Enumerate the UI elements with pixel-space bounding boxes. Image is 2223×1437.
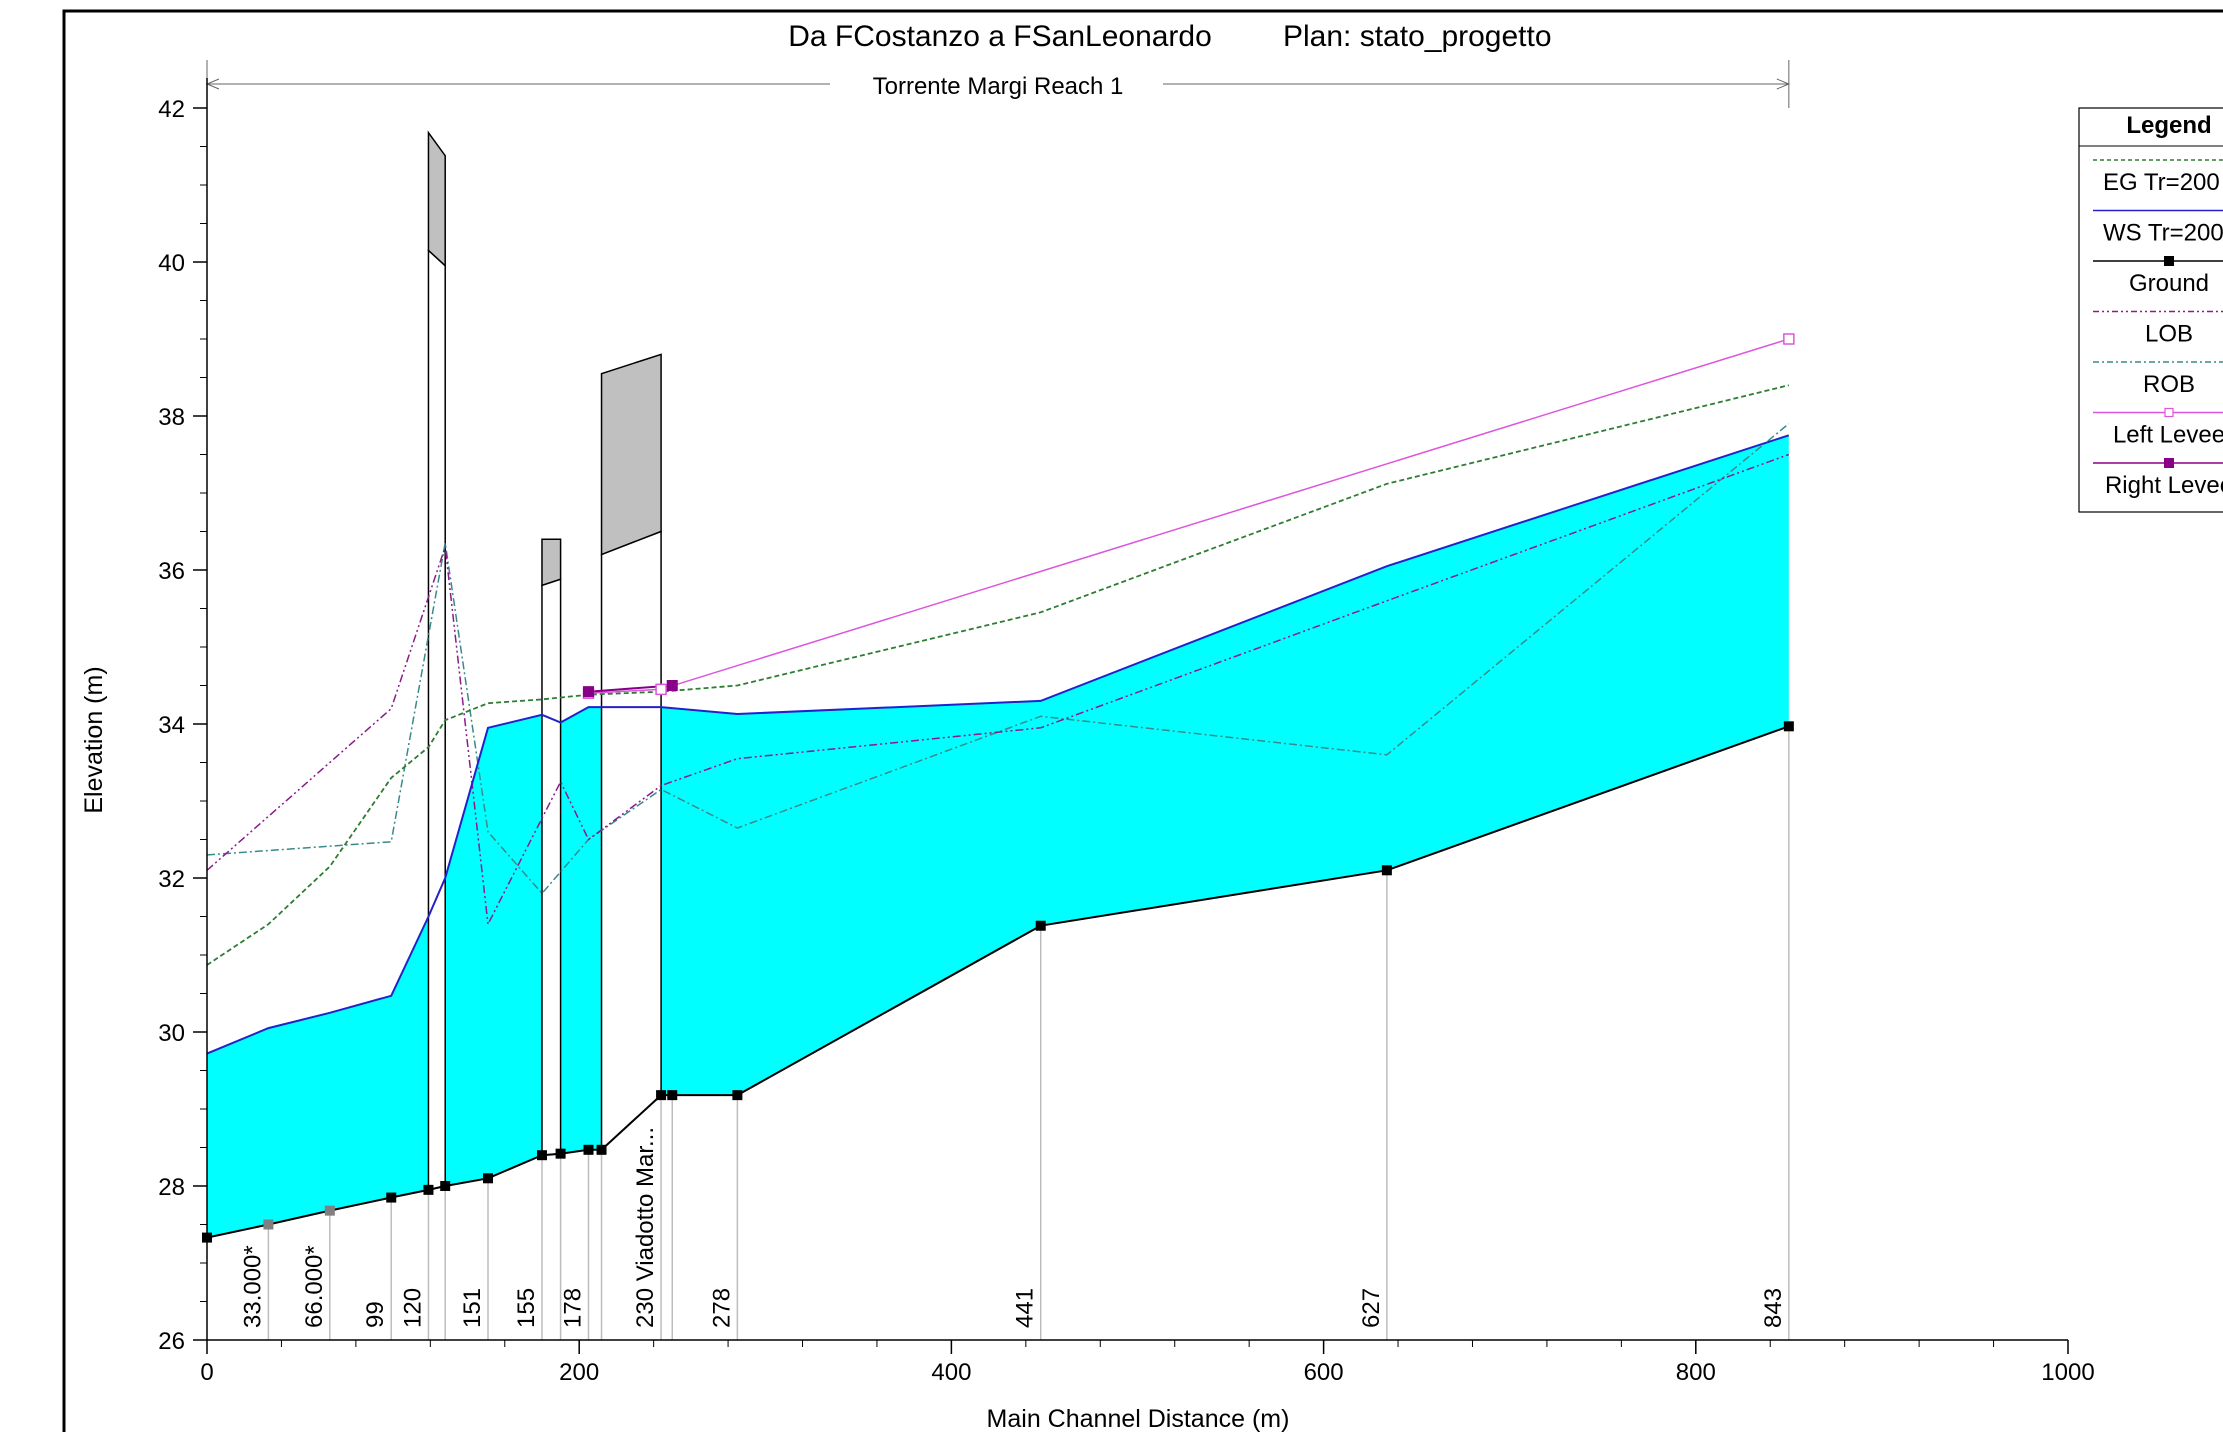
ground-point xyxy=(656,1090,667,1101)
y-tick-label: 36 xyxy=(158,558,185,585)
section-label: 843 xyxy=(1760,1288,1787,1328)
ground-point xyxy=(732,1090,743,1101)
legend-label-ws: WS Tr=200 xyxy=(2103,220,2223,247)
chart-border xyxy=(62,9,2223,1437)
ground-point xyxy=(263,1219,274,1230)
right-levee-point xyxy=(583,686,595,698)
x-tick-label: 600 xyxy=(1304,1359,1344,1386)
y-tick-label: 42 xyxy=(158,96,185,123)
legend-label-lob: LOB xyxy=(2145,321,2193,348)
legend-label-rightlevee: Right Levee xyxy=(2105,472,2223,499)
bridge-opening xyxy=(427,248,446,1191)
reach-extent: Torrente Margi Reach 1 xyxy=(205,60,1791,108)
left-levee-point xyxy=(1783,333,1795,345)
ground-point xyxy=(667,1090,678,1101)
left-levee-point xyxy=(655,683,667,696)
legend-label-rob: ROB xyxy=(2143,371,2195,398)
legend-label-ground: Ground xyxy=(2129,270,2209,297)
ground-point xyxy=(1783,721,1794,732)
section-label: 627 xyxy=(1358,1288,1385,1328)
right-levee-point xyxy=(666,680,678,691)
x-tick-label: 0 xyxy=(200,1359,213,1386)
ground-point xyxy=(583,1144,594,1155)
bridge-deck xyxy=(541,538,562,587)
eg-line xyxy=(206,384,1790,966)
lob-line xyxy=(206,453,1790,927)
bridge-opening xyxy=(541,578,562,1157)
ground-point xyxy=(386,1192,397,1203)
y-tick-label: 40 xyxy=(158,250,185,277)
ws-line xyxy=(206,434,1790,1055)
legend-label-leftlevee: Left Levee xyxy=(2113,422,2223,449)
x-tick-label: 400 xyxy=(931,1359,971,1386)
ground-point xyxy=(483,1173,494,1184)
legend-label-eg: EG Tr=200 xyxy=(2103,169,2220,196)
ground-point xyxy=(423,1184,434,1195)
reach-label: Torrente Margi Reach 1 xyxy=(873,73,1124,100)
bridge-opening xyxy=(600,530,662,1152)
section-label: 33.000* xyxy=(239,1245,266,1328)
section-label: 230 Viadotto Mar... xyxy=(632,1127,659,1328)
plan-label: Plan: stato_progetto xyxy=(1283,20,1552,53)
ground-point xyxy=(440,1181,451,1191)
legend-box xyxy=(2078,107,2223,513)
legend-marker-ground xyxy=(2164,256,2174,266)
ground-point xyxy=(1381,865,1392,876)
bridge-deck xyxy=(427,130,446,268)
x-tick-label: 200 xyxy=(559,1359,599,1386)
y-tick-label: 30 xyxy=(158,1020,185,1047)
x-axis-label: Main Channel Distance (m) xyxy=(987,1405,1290,1432)
y-tick-label: 28 xyxy=(158,1174,185,1201)
y-tick-label: 34 xyxy=(158,712,185,739)
ground-point xyxy=(596,1144,607,1155)
x-tick-label: 1000 xyxy=(2041,1359,2094,1386)
legend-title: Legend xyxy=(2126,112,2211,139)
reach-arrow-right xyxy=(1776,78,1791,90)
legend: Legend EG Tr=200 WS Tr=200 Ground LOB ROB Lef… xyxy=(2078,107,2223,513)
section-label: 151 xyxy=(459,1288,486,1328)
x-tick-label: 800 xyxy=(1676,1359,1716,1386)
ground-point xyxy=(536,1150,547,1161)
chart-title: Da FCostanzo a FSanLeonardo xyxy=(788,20,1212,53)
ground-point xyxy=(555,1148,566,1159)
section-label: 66.000* xyxy=(301,1245,328,1328)
y-tick-label: 38 xyxy=(158,404,185,431)
y-axis-label: Elevation (m) xyxy=(80,666,108,813)
legend-marker-leftlevee xyxy=(2164,407,2174,418)
section-label: 441 xyxy=(1012,1288,1039,1328)
section-label: 278 xyxy=(708,1288,735,1328)
y-tick-label: 32 xyxy=(158,866,185,893)
y-tick-label: 26 xyxy=(158,1328,185,1355)
ground-point xyxy=(1035,920,1046,931)
section-label: 120 xyxy=(399,1288,426,1328)
section-label: 178 xyxy=(560,1288,587,1328)
ground-point xyxy=(324,1205,335,1216)
bridge-deck xyxy=(600,353,662,556)
section-label: 99 xyxy=(362,1301,389,1328)
section-label: 155 xyxy=(513,1288,540,1328)
legend-marker-rightlevee xyxy=(2164,458,2174,468)
